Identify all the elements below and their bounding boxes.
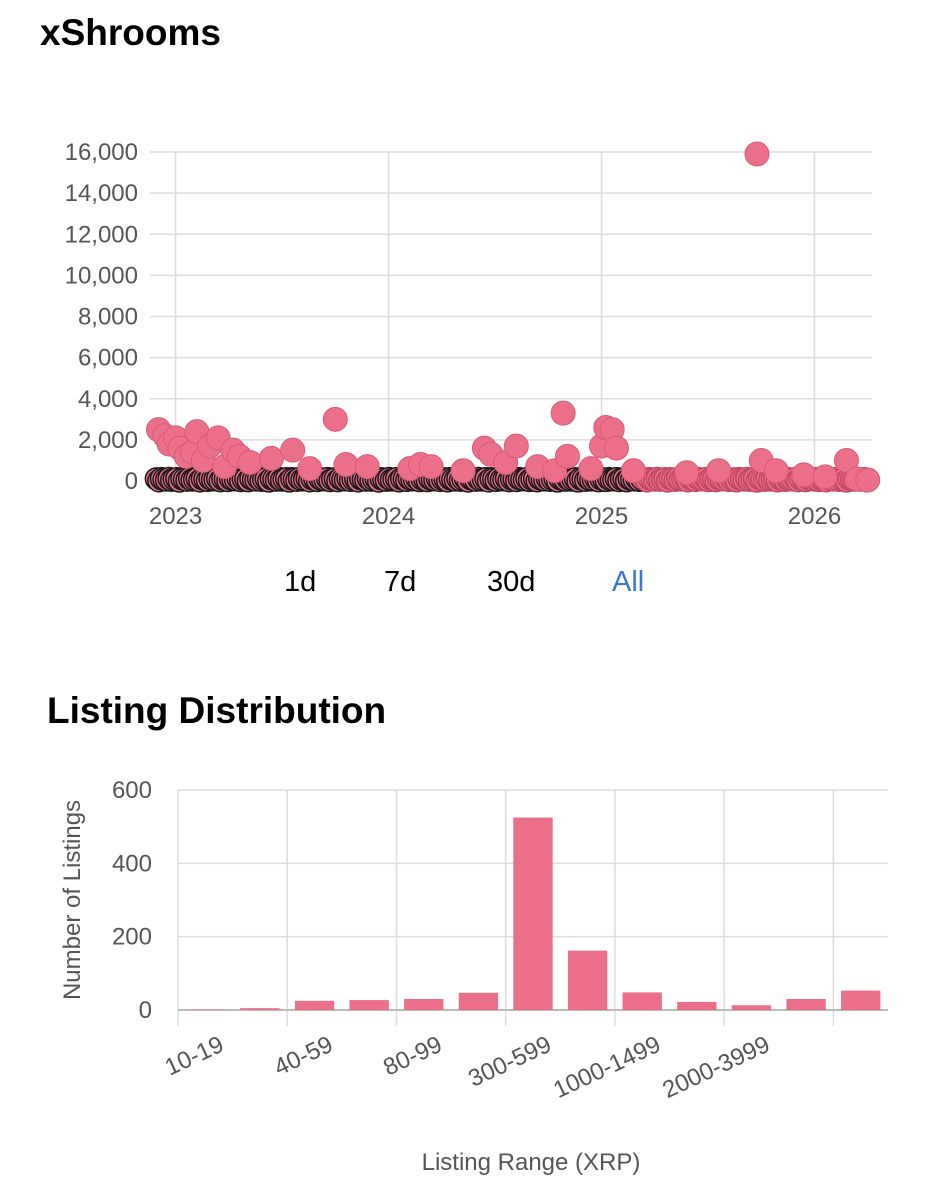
bar-20-39	[240, 1008, 280, 1010]
x-tick-label: 1000-1499	[549, 1031, 664, 1104]
sale-point	[812, 464, 838, 490]
sale-point	[706, 458, 732, 484]
sale-point	[603, 435, 629, 461]
sale-point	[354, 454, 380, 480]
x-tick-label: 300-599	[464, 1031, 555, 1093]
bar-40-59	[294, 1000, 335, 1010]
range-all-button[interactable]: All	[612, 566, 645, 598]
bar-100-299	[458, 992, 499, 1010]
sale-point	[744, 141, 770, 167]
bar-1000-1499	[622, 992, 662, 1010]
range-7d-button[interactable]: 7d	[384, 566, 417, 598]
x-axis-title: Listing Range (XRP)	[422, 1149, 641, 1176]
x-tick-label: 2026	[788, 503, 841, 530]
bar-4000-9999	[786, 999, 826, 1010]
sale-point	[554, 443, 580, 469]
sale-point	[791, 462, 817, 488]
y-tick-label: 2,000	[78, 427, 138, 454]
x-tick-label: 2024	[362, 503, 415, 530]
sale-point	[578, 456, 604, 482]
sale-point	[322, 406, 348, 432]
bar-2000-3999	[731, 1005, 772, 1010]
y-tick-label: 400	[112, 850, 152, 877]
sale-point	[258, 445, 284, 471]
y-tick-label: 16,000	[65, 139, 138, 166]
sale-point	[550, 400, 576, 426]
range-1d-button[interactable]: 1d	[284, 566, 317, 598]
y-tick-label: 200	[112, 924, 152, 951]
range-30d-button[interactable]: 30d	[487, 566, 536, 598]
bar-600-999	[567, 950, 608, 1010]
sale-point	[297, 456, 323, 482]
y-tick-label: 6,000	[78, 345, 138, 372]
sale-point	[450, 458, 476, 484]
sale-point	[418, 454, 444, 480]
bar-300-599	[513, 817, 553, 1010]
sale-point	[620, 458, 646, 484]
listing-distribution-title: Listing Distribution	[47, 690, 387, 731]
bar-1500-1999	[677, 1001, 717, 1010]
time-range-selector: 1d 7d 30d All	[0, 566, 935, 610]
y-tick-label: 8,000	[78, 304, 138, 331]
sale-point	[674, 460, 700, 486]
bar-60-79	[349, 1000, 389, 1010]
x-tick-label: 80-99	[379, 1031, 446, 1081]
x-tick-label: 2025	[575, 503, 628, 530]
y-tick-label: 0	[139, 997, 152, 1024]
bar-80-99	[404, 999, 444, 1010]
x-tick-label: 10-19	[161, 1031, 228, 1081]
y-tick-label: 14,000	[65, 180, 138, 207]
collection-title: xShrooms	[40, 12, 221, 53]
sale-point	[237, 449, 263, 475]
sale-point	[855, 467, 881, 493]
sale-point	[503, 433, 529, 459]
y-tick-label: 4,000	[78, 386, 138, 413]
y-tick-label: 10,000	[65, 262, 138, 289]
low-price-sales-cluster	[144, 466, 879, 493]
x-tick-label: 2023	[149, 503, 202, 530]
listing-distribution-bar-chart: 0 200 400 600 10-19 40-59 80-99 300-5991000-149…	[59, 777, 888, 1176]
y-tick-label: 12,000	[65, 221, 138, 248]
x-tick-label: 2000-3999	[659, 1031, 774, 1104]
sale-point	[763, 458, 789, 484]
y-tick-label: 600	[112, 777, 152, 804]
y-axis-title: Number of Listings	[59, 800, 86, 1000]
x-tick-label: 40-59	[270, 1031, 337, 1081]
bar-10000+	[841, 990, 881, 1010]
sale-point	[333, 452, 359, 478]
sale-point	[280, 437, 306, 463]
price-history-scatter-chart: 0 2,000 4,000 6,000 8,000 10,000 12,000 14,000 1…	[65, 139, 881, 530]
y-tick-label: 0	[125, 468, 138, 495]
